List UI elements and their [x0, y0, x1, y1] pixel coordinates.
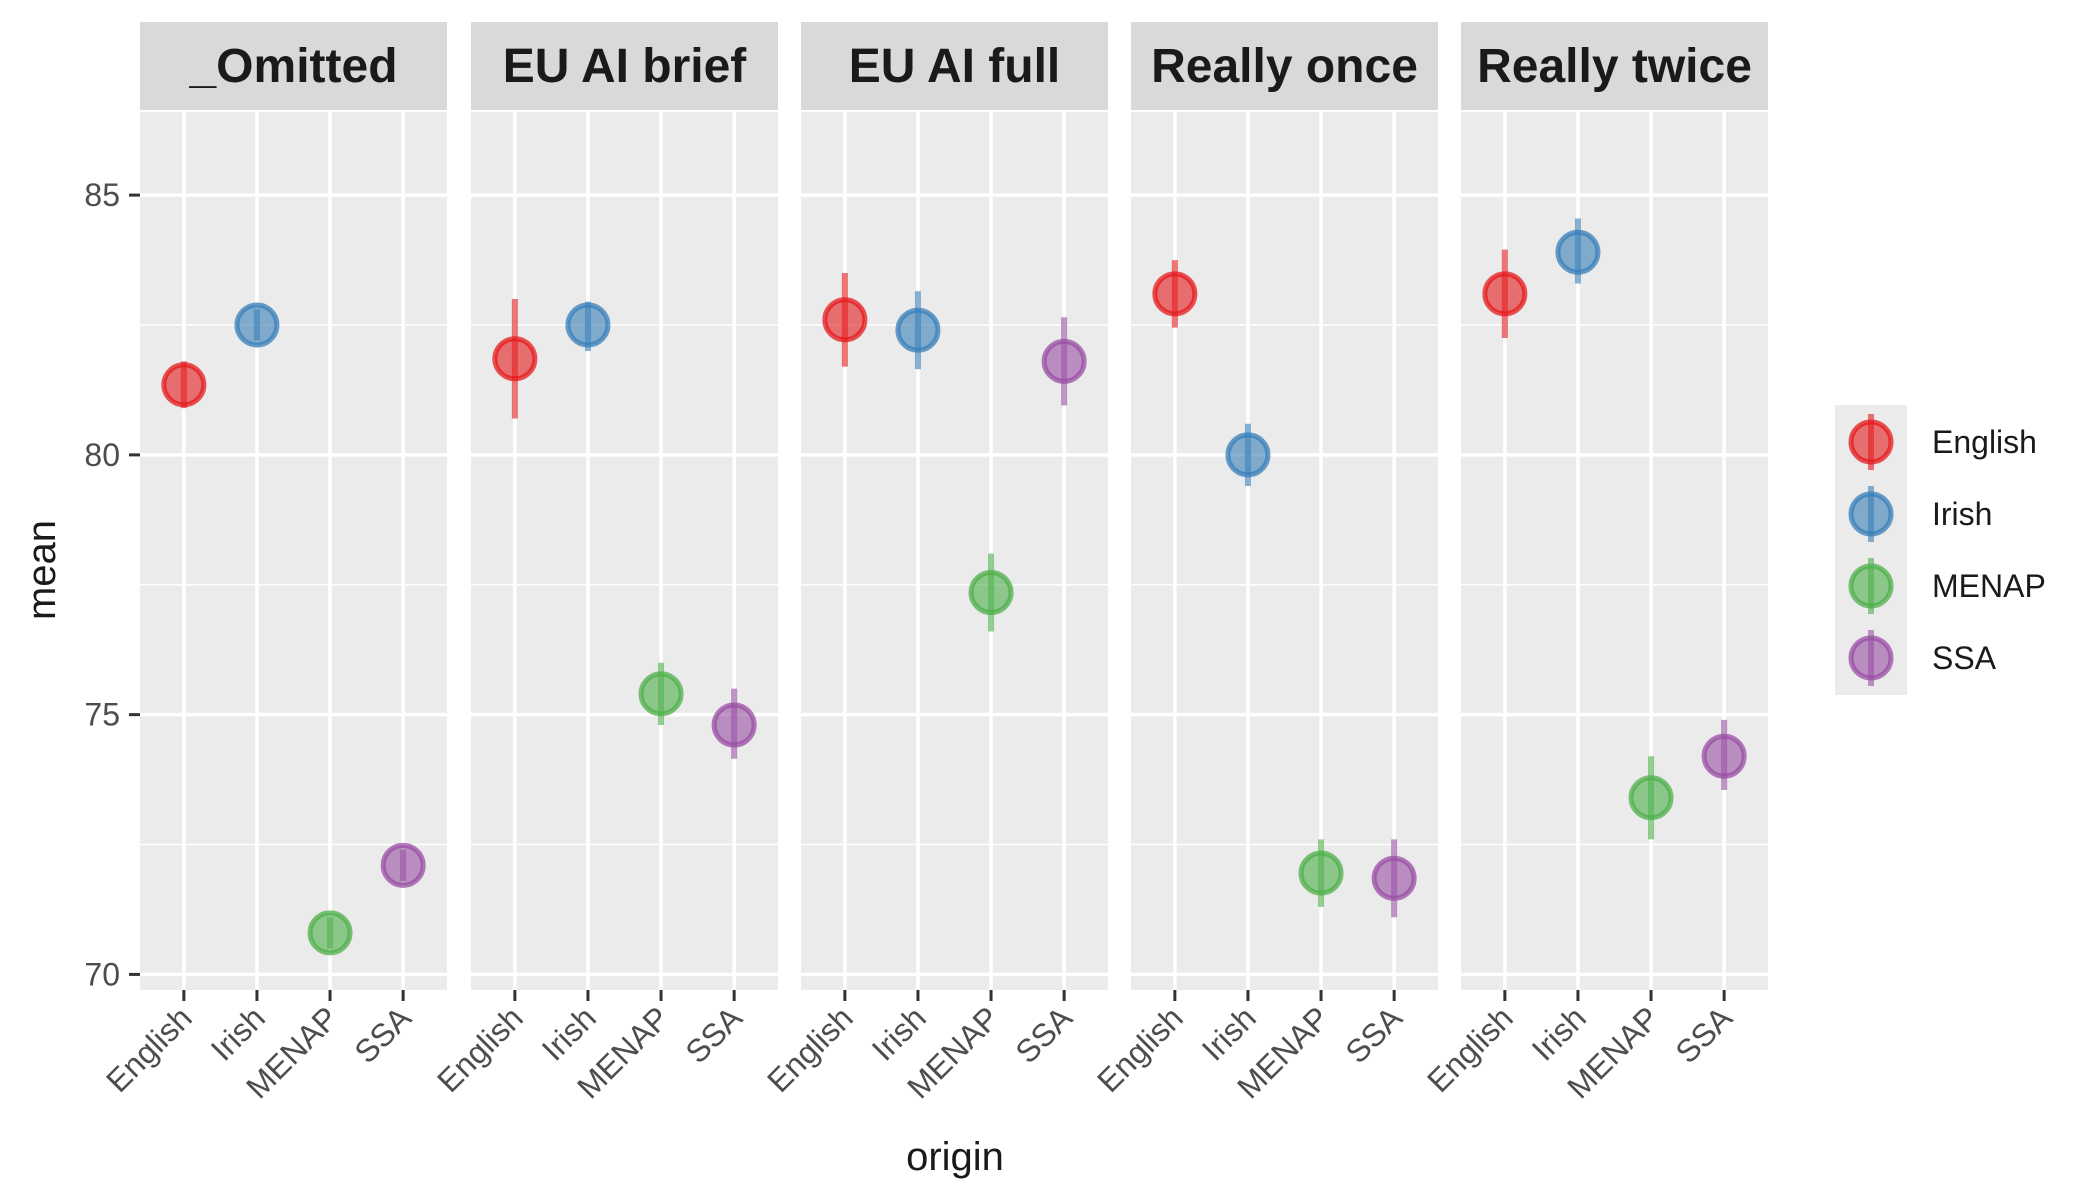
facet-strip: [140, 22, 447, 110]
data-point: [1298, 850, 1344, 896]
legend-key-point: [1848, 491, 1894, 537]
x-tick-label: English: [1090, 999, 1190, 1099]
facet-strip-label: _Omitted: [188, 40, 397, 93]
x-tick-label: English: [760, 999, 860, 1099]
x-axis-title: origin: [906, 1135, 1004, 1179]
x-tick-label: SSA: [1668, 999, 1739, 1070]
y-tick-label: 70: [84, 956, 120, 992]
data-point: [1482, 271, 1528, 317]
panel-background: [140, 112, 447, 990]
y-tick-label: 80: [84, 437, 120, 473]
y-axis: 70 75 80 85: [84, 177, 140, 992]
facet-strip: [1131, 22, 1438, 110]
data-point: [1152, 271, 1198, 317]
legend-label: Irish: [1932, 496, 1992, 532]
legend-label: MENAP: [1932, 568, 2046, 604]
x-tick-label: English: [1420, 999, 1520, 1099]
x-tick-label: English: [99, 999, 199, 1099]
y-axis-title: mean: [20, 520, 64, 620]
data-point: [1041, 338, 1087, 384]
y-tick-label: 75: [84, 697, 120, 733]
data-point: [492, 336, 538, 382]
data-point: [1628, 775, 1674, 821]
panel-background: [1461, 112, 1768, 990]
legend-key-point: [1848, 635, 1894, 681]
facet-strip-label: EU AI brief: [503, 40, 748, 93]
facet-strip-label: Really twice: [1477, 40, 1752, 93]
data-point: [1701, 733, 1747, 779]
facet-strip-label: Really once: [1151, 40, 1418, 93]
facet-strip-label: EU AI full: [849, 40, 1061, 93]
data-point: [307, 910, 353, 956]
x-tick-label: SSA: [347, 999, 418, 1070]
x-tick-label: SSA: [1338, 999, 1409, 1070]
facet-strip: [1461, 22, 1768, 110]
panel-background: [1131, 112, 1438, 990]
facet-strip: [801, 22, 1108, 110]
facet-strip: [471, 22, 778, 110]
data-point: [1371, 855, 1417, 901]
data-point: [234, 302, 280, 348]
y-tick-label: 85: [84, 177, 120, 213]
data-point: [711, 702, 757, 748]
x-tick-label: English: [430, 999, 530, 1099]
data-point: [638, 671, 684, 717]
panel-background: [801, 112, 1108, 990]
x-tick-label: SSA: [1008, 999, 1079, 1070]
x-tick-label: SSA: [678, 999, 749, 1070]
data-point: [968, 570, 1014, 616]
data-point: [380, 842, 426, 888]
legend: English Irish MENAP SSA: [1835, 405, 2046, 695]
data-point: [1225, 432, 1271, 478]
data-point: [895, 307, 941, 353]
data-point: [161, 362, 207, 408]
data-point: [822, 297, 868, 343]
legend-key-point: [1848, 419, 1894, 465]
panel-background: [471, 112, 778, 990]
legend-key-point: [1848, 563, 1894, 609]
data-point: [565, 302, 611, 348]
legend-label: English: [1932, 424, 2037, 460]
data-point: [1555, 229, 1601, 275]
legend-label: SSA: [1932, 640, 1997, 676]
